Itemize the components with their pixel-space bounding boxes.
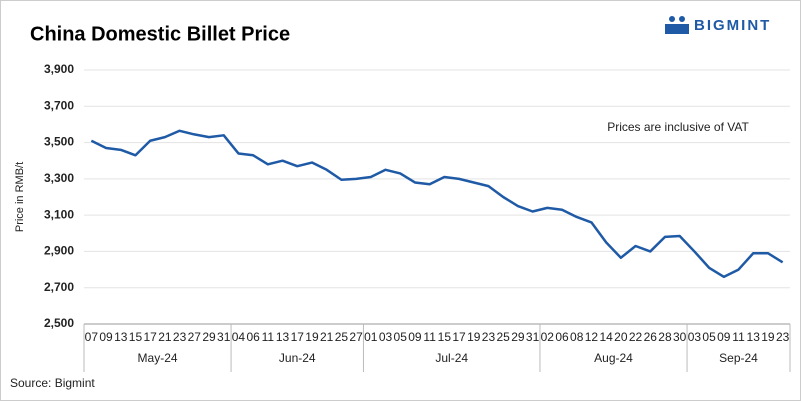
- x-tick-label: 21: [158, 330, 172, 344]
- x-tick-label: 07: [85, 330, 99, 344]
- line: [90, 129, 784, 279]
- x-tick-label: 14: [599, 330, 613, 344]
- x-tick-label: 05: [394, 330, 408, 344]
- x-tick-label: 23: [173, 330, 187, 344]
- x-tick-label: 25: [335, 330, 349, 344]
- x-tick-label: 26: [644, 330, 658, 344]
- x-tick-label: 19: [761, 330, 775, 344]
- x-tick-label: 27: [349, 330, 363, 344]
- y-tick-label: 2,500: [44, 316, 74, 330]
- x-tick-label: 29: [202, 330, 216, 344]
- y-tick-label: 3,500: [44, 135, 74, 149]
- x-tick-label: 13: [114, 330, 128, 344]
- x-tick-label: 27: [188, 330, 202, 344]
- x-group-label: Aug-24: [594, 351, 633, 365]
- x-tick-label: 15: [438, 330, 452, 344]
- y-tick-label: 3,900: [44, 62, 74, 76]
- x-tick-label: 17: [291, 330, 305, 344]
- x-tick-label: 23: [482, 330, 496, 344]
- x-tick-label: 13: [747, 330, 761, 344]
- y-axis-label: Price in RMB/t: [14, 162, 26, 232]
- x-tick-label: 17: [452, 330, 466, 344]
- x-tick-label: 13: [276, 330, 290, 344]
- x-tick-label: 11: [732, 330, 745, 344]
- y-tick-label: 3,100: [44, 207, 74, 221]
- brand: BIGMINT: [694, 17, 771, 34]
- x-tick-label: 05: [702, 330, 716, 344]
- x-tick-label: 01: [364, 330, 378, 344]
- x-tick-label: 31: [217, 330, 231, 344]
- chart-title: China Domestic Billet Price: [30, 23, 290, 45]
- x-tick-label: 19: [305, 330, 319, 344]
- x-tick-label: 17: [144, 330, 158, 344]
- x-tick-label: 06: [246, 330, 260, 344]
- y-tick-label: 3,300: [44, 171, 74, 185]
- x-tick-label: 12: [585, 330, 599, 344]
- x-tick-label: 06: [555, 330, 569, 344]
- x-tick-label: 31: [526, 330, 540, 344]
- x-tick-label: 28: [658, 330, 672, 344]
- x-tick-label: 23: [776, 330, 790, 344]
- x-tick-label: 03: [379, 330, 393, 344]
- source: Source: Bigmint: [10, 376, 95, 390]
- x-tick-label: 03: [688, 330, 702, 344]
- x-tick-label: 09: [99, 330, 113, 344]
- y-tick-label: 2,700: [44, 280, 74, 294]
- x-tick-label: 19: [467, 330, 481, 344]
- x-tick-label: 21: [320, 330, 334, 344]
- y-tick-label: 3,700: [44, 98, 74, 112]
- x-tick-label: 09: [408, 330, 422, 344]
- x-tick-label: 22: [629, 330, 643, 344]
- x-tick-label: 30: [673, 330, 687, 344]
- x-tick-label: 02: [541, 330, 555, 344]
- x-group-label: Sep-24: [719, 351, 758, 365]
- x-tick-label: 25: [497, 330, 511, 344]
- y-tick-label: 2,900: [44, 244, 74, 258]
- x-group-label: Jul-24: [435, 351, 468, 365]
- x-tick-label: 15: [129, 330, 143, 344]
- x-tick-label: 20: [614, 330, 628, 344]
- logo: [665, 16, 689, 34]
- x-group-label: May-24: [138, 351, 178, 365]
- x-tick-label: 09: [717, 330, 731, 344]
- x-tick-label: 11: [262, 330, 275, 344]
- annotation: Prices are inclusive of VAT: [607, 120, 749, 134]
- x-tick-label: 08: [570, 330, 584, 344]
- x-group-label: Jun-24: [279, 351, 316, 365]
- x-tick-label: 29: [511, 330, 525, 344]
- x-tick-label: 04: [232, 330, 246, 344]
- x-tick-label: 11: [423, 330, 436, 344]
